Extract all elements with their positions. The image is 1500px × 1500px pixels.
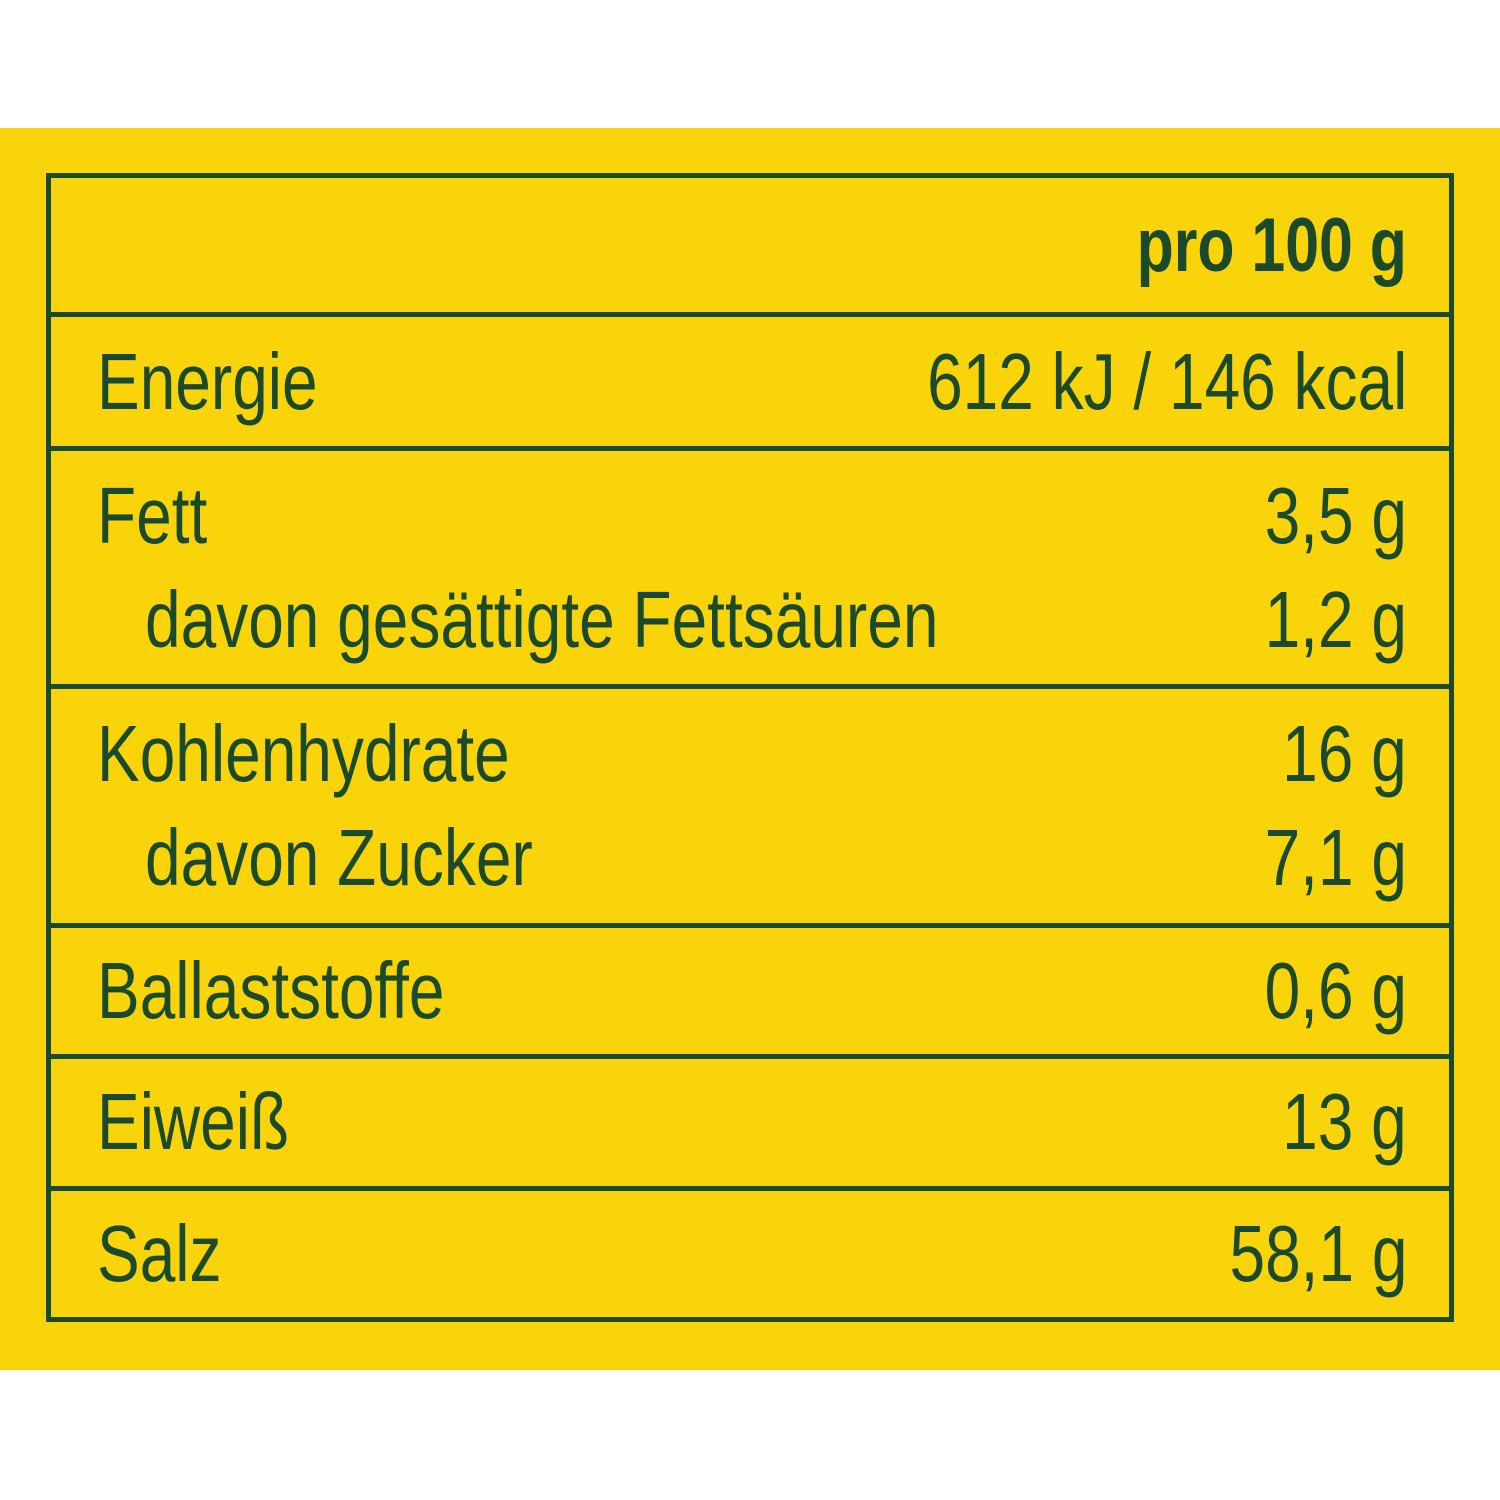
table-section: Eiweiß 13 g [51, 1053, 1449, 1186]
yellow-background [0, 128, 1500, 1370]
nutrient-label: Energie [97, 336, 318, 426]
nutrient-value: 0,6 g [1264, 945, 1407, 1035]
nutrition-table: pro 100 g Energie 612 kJ / 146 kcal Fett 3,… [46, 173, 1454, 1322]
nutrient-label: Kohlenhydrate [97, 709, 510, 799]
nutrient-label: Salz [97, 1208, 222, 1298]
nutrient-label: davon gesättigte Fettsäuren [145, 574, 939, 664]
header-text: pro 100 g [1136, 202, 1407, 288]
nutrient-value: 58,1 g [1229, 1208, 1407, 1298]
table-section: Fett 3,5 g davon gesättigte Fettsäuren 1,2 … [51, 446, 1449, 684]
nutrient-label: Ballaststoffe [97, 945, 445, 1035]
table-row: Eiweiß 13 g [97, 1070, 1407, 1174]
nutrient-value: 1,2 g [1264, 574, 1407, 664]
table-header: pro 100 g [51, 178, 1449, 312]
nutrient-label: Fett [97, 470, 208, 560]
nutrient-label: Eiweiß [97, 1077, 290, 1167]
table-row: Ballaststoffe 0,6 g [97, 939, 1407, 1043]
nutrient-label: davon Zucker [145, 813, 533, 903]
nutrient-value: 612 kJ / 146 kcal [926, 336, 1407, 426]
table-section: Energie 612 kJ / 146 kcal [51, 312, 1449, 446]
table-section: Salz 58,1 g [51, 1185, 1449, 1317]
nutrient-value: 16 g [1282, 709, 1407, 799]
nutrient-value: 13 g [1282, 1077, 1407, 1167]
table-row: Kohlenhydrate 16 g [97, 702, 1407, 806]
table-row: Energie 612 kJ / 146 kcal [97, 330, 1407, 434]
nutrient-value: 7,1 g [1264, 813, 1407, 903]
table-section: Ballaststoffe 0,6 g [51, 922, 1449, 1054]
table-row: davon Zucker 7,1 g [97, 806, 1407, 910]
table-section: Kohlenhydrate 16 g davon Zucker 7,1 g [51, 684, 1449, 922]
nutrient-value: 3,5 g [1264, 470, 1407, 560]
table-row: Salz 58,1 g [97, 1202, 1407, 1306]
table-row: davon gesättigte Fettsäuren 1,2 g [97, 568, 1407, 672]
table-row: Fett 3,5 g [97, 464, 1407, 568]
